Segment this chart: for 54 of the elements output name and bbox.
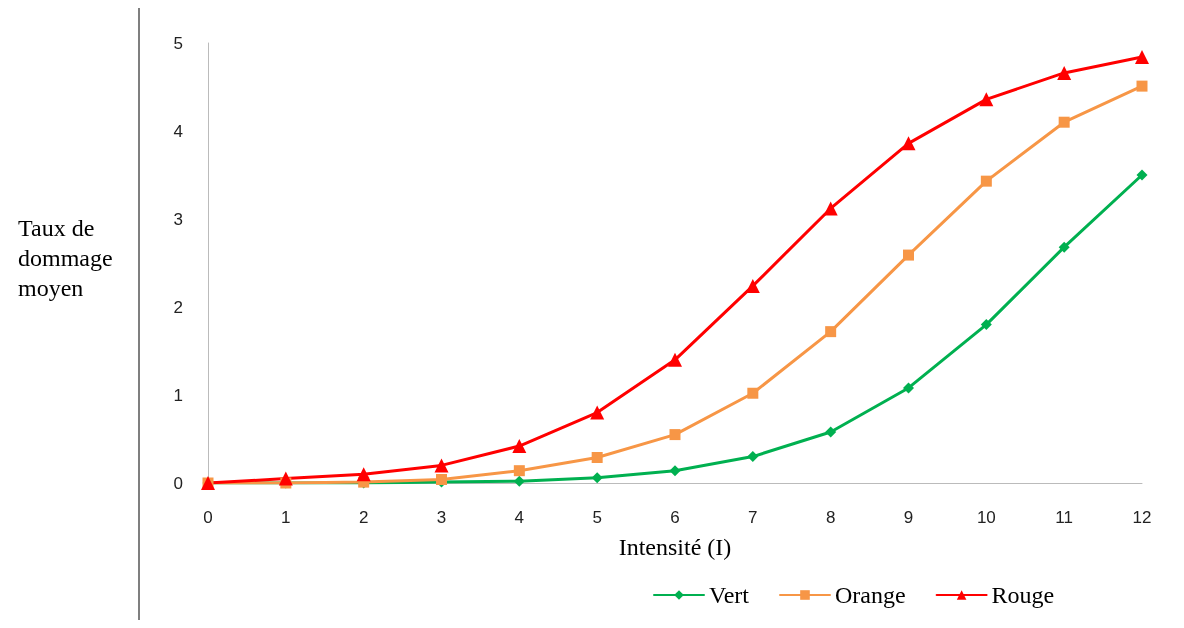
point [591, 472, 603, 484]
point [1135, 50, 1149, 65]
point [747, 451, 759, 463]
x-tick-label: 9 [903, 508, 914, 527]
x-tick-label: 0 [203, 508, 213, 527]
legend-label: Vert [709, 582, 750, 608]
legend-label: Rouge [991, 582, 1055, 608]
x-tick-label: 3 [436, 508, 447, 527]
y-tick-label: 5 [173, 33, 183, 53]
point [513, 475, 525, 487]
x-tick-label: 11 [1055, 508, 1073, 527]
point [591, 451, 603, 463]
point [356, 467, 371, 482]
point [669, 429, 681, 441]
x-tick-label: 4 [514, 508, 525, 527]
point [823, 201, 838, 216]
point [669, 465, 681, 477]
y-tick-label: 2 [173, 297, 183, 317]
point [825, 326, 837, 338]
y-tick-label: 1 [173, 385, 183, 405]
x-tick-label: 5 [592, 508, 602, 527]
point [513, 465, 525, 477]
y-tick-label: 4 [173, 121, 183, 141]
point [434, 458, 449, 473]
point [512, 439, 527, 454]
point [1058, 116, 1070, 128]
y-tick-label: 0 [173, 473, 183, 493]
x-tick-label: 6 [670, 508, 680, 527]
point [590, 405, 605, 420]
point [901, 136, 916, 151]
y-tick-label: 3 [173, 209, 183, 229]
y-axis-title: Taux de dommage moyen [18, 215, 119, 301]
point [1057, 65, 1072, 80]
point [745, 278, 760, 293]
point [903, 249, 914, 261]
x-tick-label: 10 [976, 508, 996, 527]
point [980, 319, 992, 331]
x-tick-label: 2 [358, 508, 369, 527]
point [1136, 80, 1148, 92]
point [825, 426, 837, 438]
x-tick-label: 12 [1132, 508, 1152, 527]
x-tick-label: 8 [825, 508, 836, 527]
point [903, 382, 914, 394]
point [979, 92, 994, 107]
point [668, 352, 682, 367]
x-tick-label: 1 [281, 508, 291, 527]
point [1136, 169, 1148, 181]
legend-label: Orange [834, 582, 906, 608]
x-tick-label: 7 [748, 508, 758, 527]
x-axis-title: Intensité (I) [618, 534, 732, 560]
point [1058, 241, 1070, 253]
point [980, 175, 992, 187]
point [747, 387, 759, 399]
point [278, 471, 293, 486]
